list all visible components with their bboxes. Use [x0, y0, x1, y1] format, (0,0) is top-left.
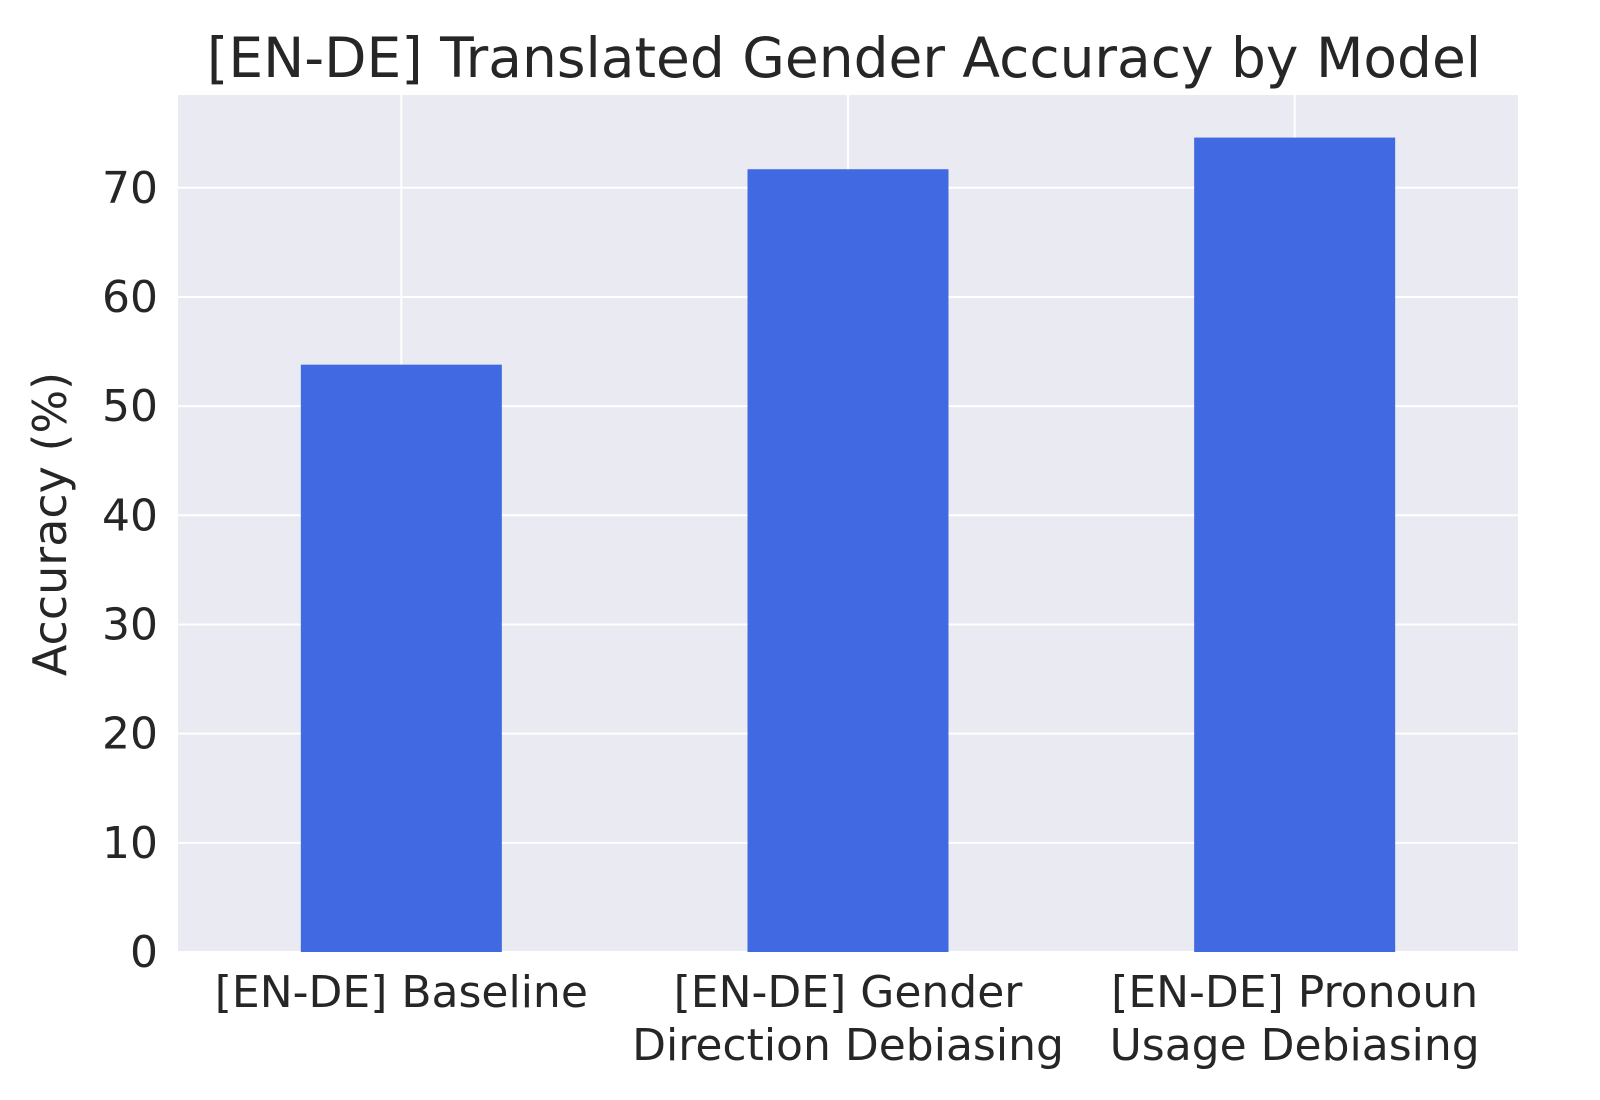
y-tick-label: 70 — [102, 163, 158, 214]
x-tick-label-line: Usage Debiasing — [1110, 1020, 1480, 1071]
y-axis-label: Accuracy (%) — [23, 372, 77, 676]
y-tick-label: 0 — [130, 927, 158, 978]
y-tick-label: 60 — [102, 272, 158, 323]
chart-title: [EN-DE] Translated Gender Accuracy by Mo… — [207, 26, 1481, 90]
bar — [747, 169, 949, 952]
x-tick-label-line: [EN-DE] Gender — [674, 967, 1024, 1018]
x-tick-label: [EN-DE] Gender Direction Debiasing — [632, 967, 1064, 1071]
bar — [1194, 137, 1396, 952]
y-tick-label: 20 — [102, 709, 158, 760]
x-tick-label: [EN-DE] Pronoun Usage Debiasing — [1110, 967, 1480, 1071]
y-tick-label: 50 — [102, 381, 158, 432]
x-tick-label-line: [EN-DE] Pronoun — [1111, 967, 1478, 1018]
y-tick-label: 30 — [102, 599, 158, 650]
y-tick-labels: 0 10 20 30 40 50 60 70 — [102, 163, 158, 978]
y-tick-label: 40 — [102, 490, 158, 541]
x-tick-label-line: [EN-DE] Baseline — [215, 967, 588, 1018]
y-tick-label: 10 — [102, 818, 158, 869]
x-tick-labels: [EN-DE] Baseline [EN-DE] Gender Direction … — [215, 967, 1480, 1071]
x-tick-label: [EN-DE] Baseline — [215, 967, 588, 1018]
x-tick-label-line: Direction Debiasing — [632, 1020, 1064, 1071]
bar — [300, 364, 502, 952]
bars — [300, 137, 1396, 952]
